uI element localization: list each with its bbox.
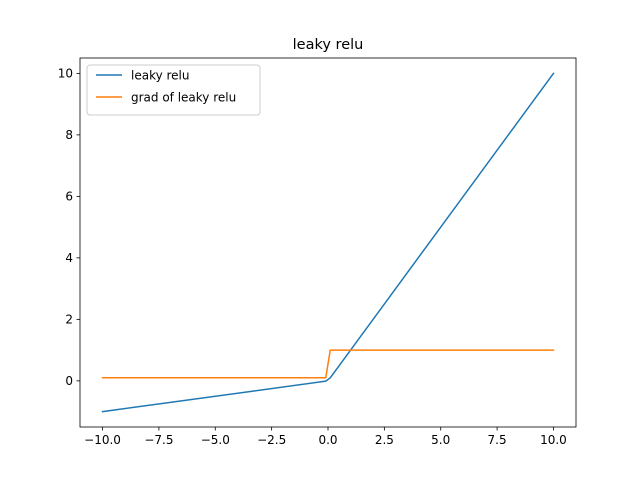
x-tick-label: 10.0 — [540, 433, 567, 447]
series-line-0 — [101, 72, 555, 413]
y-axis: 0 2 4 6 8 10 — [58, 67, 80, 388]
y-tick-label: 10 — [58, 67, 73, 81]
legend: leaky relu grad of leaky relu — [86, 64, 261, 116]
x-tick-label: −5.0 — [201, 433, 230, 447]
y-tick-label: 8 — [65, 128, 73, 142]
legend-box — [86, 64, 261, 116]
x-tick-label: 0.0 — [318, 433, 337, 447]
y-tick-label: 6 — [65, 190, 73, 204]
y-tick-label: 4 — [65, 251, 73, 265]
x-tick-label: −7.5 — [144, 433, 173, 447]
y-tick-label: 2 — [65, 313, 73, 327]
y-tick-label: 0 — [65, 374, 73, 388]
x-axis: −10.0 −7.5 −5.0 −2.5 0.0 2.5 5.0 7.5 10.0 — [84, 427, 567, 447]
legend-label: grad of leaky relu — [131, 90, 236, 104]
x-tick-label: 5.0 — [431, 433, 450, 447]
x-tick-label: −2.5 — [257, 433, 286, 447]
series-lines — [101, 72, 555, 413]
x-tick-label: 2.5 — [375, 433, 394, 447]
x-tick-label: −10.0 — [84, 433, 121, 447]
legend-label: leaky relu — [131, 68, 190, 82]
x-tick-label: 7.5 — [488, 433, 507, 447]
chart-title: leaky relu — [293, 37, 364, 53]
series-line-1 — [101, 349, 555, 379]
